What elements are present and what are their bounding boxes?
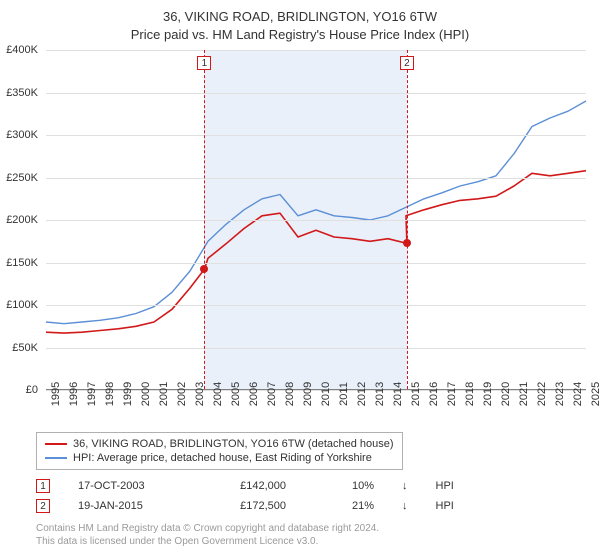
x-axis-label: 2000 (140, 382, 152, 406)
y-axis-label: £100K (6, 299, 38, 311)
y-axis-label: £50K (12, 342, 38, 354)
x-axis-label: 2002 (176, 382, 188, 406)
gridline (46, 178, 586, 179)
legend-label: 36, VIKING ROAD, BRIDLINGTON, YO16 6TW (… (73, 438, 394, 450)
x-axis-label: 2018 (464, 382, 476, 406)
legend-item: HPI: Average price, detached house, East… (45, 451, 394, 465)
legend: 36, VIKING ROAD, BRIDLINGTON, YO16 6TW (… (36, 432, 403, 470)
x-axis-label: 2011 (338, 382, 350, 406)
legend-label: HPI: Average price, detached house, East… (73, 452, 372, 464)
event-line (407, 50, 408, 389)
legend-swatch (45, 457, 67, 459)
footer-line-1: Contains HM Land Registry data © Crown c… (36, 522, 379, 535)
x-axis-label: 2012 (356, 382, 368, 406)
x-axis-label: 2004 (212, 382, 224, 406)
y-axis-label: £0 (26, 384, 38, 396)
y-axis-label: £250K (6, 172, 38, 184)
x-axis-label: 2015 (410, 382, 422, 406)
event-price: £142,000 (206, 480, 286, 492)
x-axis-label: 1997 (86, 382, 98, 406)
y-axis-label: £350K (6, 87, 38, 99)
x-axis-label: 2019 (482, 382, 494, 406)
footer-line-2: This data is licensed under the Open Gov… (36, 535, 379, 548)
title-line-1: 36, VIKING ROAD, BRIDLINGTON, YO16 6TW (0, 8, 600, 26)
x-axis-label: 2024 (572, 382, 584, 406)
x-axis-label: 2006 (248, 382, 260, 406)
y-axis-label: £150K (6, 257, 38, 269)
x-axis-label: 2001 (158, 382, 170, 406)
gridline (46, 263, 586, 264)
x-axis-label: 2010 (320, 382, 332, 406)
event-row: 1 17-OCT-2003 £142,000 10% ↓ HPI (36, 476, 454, 496)
x-axis-label: 2009 (302, 382, 314, 406)
x-axis-label: 1999 (122, 382, 134, 406)
gridline (46, 135, 586, 136)
x-axis-label: 2021 (518, 382, 530, 406)
gridline (46, 50, 586, 51)
legend-item: 36, VIKING ROAD, BRIDLINGTON, YO16 6TW (… (45, 437, 394, 451)
event-price: £172,500 (206, 500, 286, 512)
x-axis-label: 2017 (446, 382, 458, 406)
x-axis-label: 2013 (374, 382, 386, 406)
title-line-2: Price paid vs. HM Land Registry's House … (0, 26, 600, 44)
event-number-box: 2 (36, 499, 50, 513)
gridline (46, 220, 586, 221)
x-axis-label: 2007 (266, 382, 278, 406)
x-axis-label: 2014 (392, 382, 404, 406)
x-axis-label: 2008 (284, 382, 296, 406)
event-pct: 10% (314, 480, 374, 492)
x-axis-label: 2005 (230, 382, 242, 406)
legend-swatch (45, 443, 67, 445)
y-axis-label: £200K (6, 214, 38, 226)
y-axis-label: £300K (6, 129, 38, 141)
down-arrow-icon: ↓ (402, 500, 408, 512)
x-axis-label: 1998 (104, 382, 116, 406)
event-line (204, 50, 205, 389)
event-number-box: 1 (36, 479, 50, 493)
gridline (46, 93, 586, 94)
x-axis-label: 2020 (500, 382, 512, 406)
event-suffix: HPI (436, 480, 454, 492)
footer-attribution: Contains HM Land Registry data © Crown c… (36, 522, 379, 548)
event-date: 17-OCT-2003 (78, 480, 178, 492)
x-axis-label: 1995 (50, 382, 62, 406)
events-table: 1 17-OCT-2003 £142,000 10% ↓ HPI 2 19-JAN-2015 £… (36, 476, 454, 516)
event-row: 2 19-JAN-2015 £172,500 21% ↓ HPI (36, 496, 454, 516)
series-property (46, 171, 586, 333)
x-axis-label: 2023 (554, 382, 566, 406)
event-marker: 2 (400, 56, 414, 70)
x-axis-label: 1996 (68, 382, 80, 406)
event-marker: 1 (197, 56, 211, 70)
down-arrow-icon: ↓ (402, 480, 408, 492)
event-suffix: HPI (436, 500, 454, 512)
x-axis-label: 2016 (428, 382, 440, 406)
chart-title: 36, VIKING ROAD, BRIDLINGTON, YO16 6TW P… (0, 0, 600, 44)
gridline (46, 348, 586, 349)
chart-container: 36, VIKING ROAD, BRIDLINGTON, YO16 6TW P… (0, 0, 600, 560)
sale-dot (200, 265, 208, 273)
gridline (46, 305, 586, 306)
event-date: 19-JAN-2015 (78, 500, 178, 512)
event-pct: 21% (314, 500, 374, 512)
x-axis-label: 2025 (590, 382, 600, 406)
x-axis-label: 2022 (536, 382, 548, 406)
plot-area: £0£50K£100K£150K£200K£250K£300K£350K£400… (46, 50, 586, 390)
sale-dot (403, 239, 411, 247)
y-axis-label: £400K (6, 44, 38, 56)
